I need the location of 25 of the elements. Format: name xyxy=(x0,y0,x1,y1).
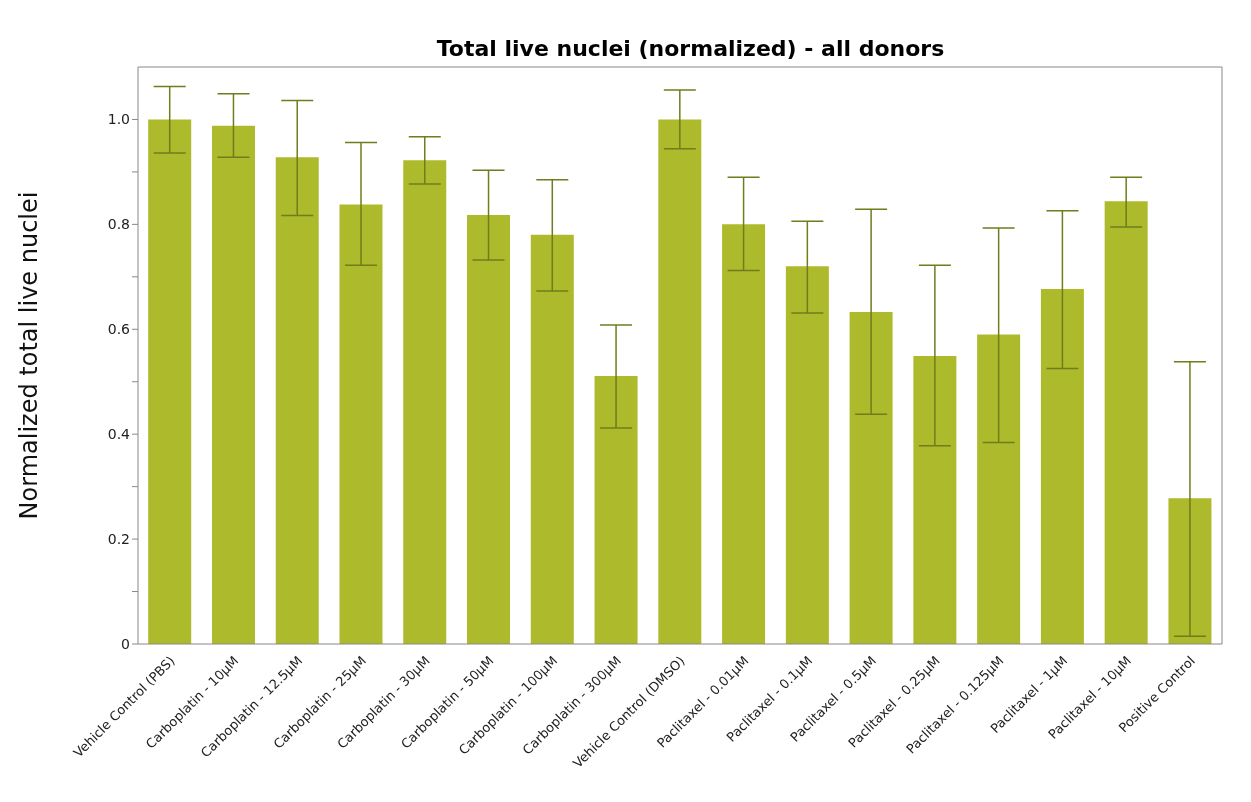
bar xyxy=(530,234,574,644)
bar xyxy=(722,224,766,644)
bar xyxy=(467,214,511,644)
bar xyxy=(211,125,255,644)
y-tick-label: 0.2 xyxy=(107,531,130,548)
chart-title: Total live nuclei (normalized) - all donors xyxy=(435,35,946,63)
bar xyxy=(339,204,383,644)
y-tick-label: 0.4 xyxy=(107,426,131,443)
bar xyxy=(1104,201,1148,644)
bar xyxy=(785,266,829,644)
bar xyxy=(913,356,957,644)
bar xyxy=(1040,288,1084,644)
y-tick-label: 0 xyxy=(121,635,130,652)
bar xyxy=(594,375,638,644)
bar xyxy=(849,311,893,644)
y-tick-label: 1.0 xyxy=(107,111,130,128)
bar xyxy=(275,157,319,644)
bar xyxy=(403,160,447,644)
bar xyxy=(1168,498,1212,644)
y-axis-title: Normalized total live nuclei xyxy=(14,191,43,520)
y-tick-label: 0.8 xyxy=(107,216,130,233)
bar xyxy=(148,119,192,644)
y-tick-label: 0.6 xyxy=(107,321,131,338)
bar xyxy=(658,119,702,644)
bar xyxy=(977,334,1021,644)
